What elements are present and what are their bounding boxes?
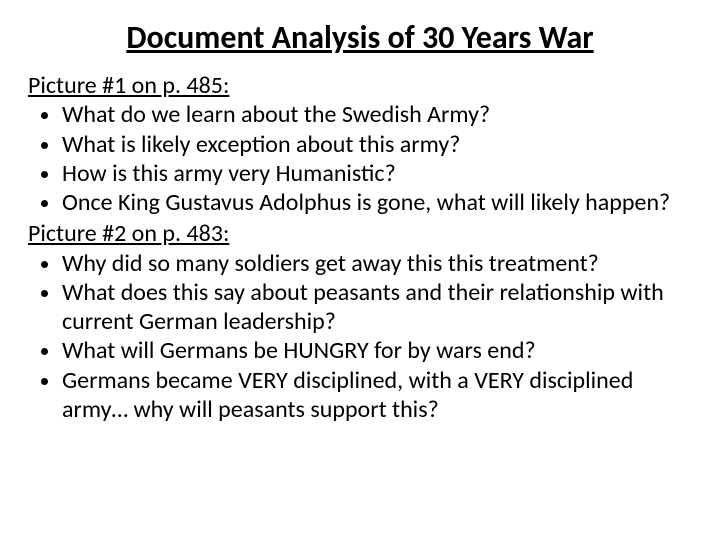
body-content: Picture #1 on p. 485: What do we learn a… — [28, 71, 692, 424]
list-item: How is this army very Humanistic? — [62, 159, 692, 188]
section1-list: What do we learn about the Swedish Army?… — [28, 100, 692, 217]
list-item: What do we learn about the Swedish Army? — [62, 100, 692, 129]
list-item: What will Germans be HUNGRY for by wars … — [62, 336, 692, 365]
list-item: Once King Gustavus Adolphus is gone, wha… — [62, 188, 692, 217]
section2-list: Why did so many soldiers get away this t… — [28, 249, 692, 425]
list-item: What is likely exception about this army… — [62, 130, 692, 159]
page-title: Document Analysis of 30 Years War — [28, 18, 692, 57]
list-item: What does this say about peasants and th… — [62, 278, 692, 337]
list-item: Why did so many soldiers get away this t… — [62, 249, 692, 278]
section1-heading: Picture #1 on p. 485: — [28, 71, 692, 100]
list-item: Germans became VERY disciplined, with a … — [62, 366, 692, 425]
section2-heading: Picture #2 on p. 483: — [28, 219, 692, 248]
